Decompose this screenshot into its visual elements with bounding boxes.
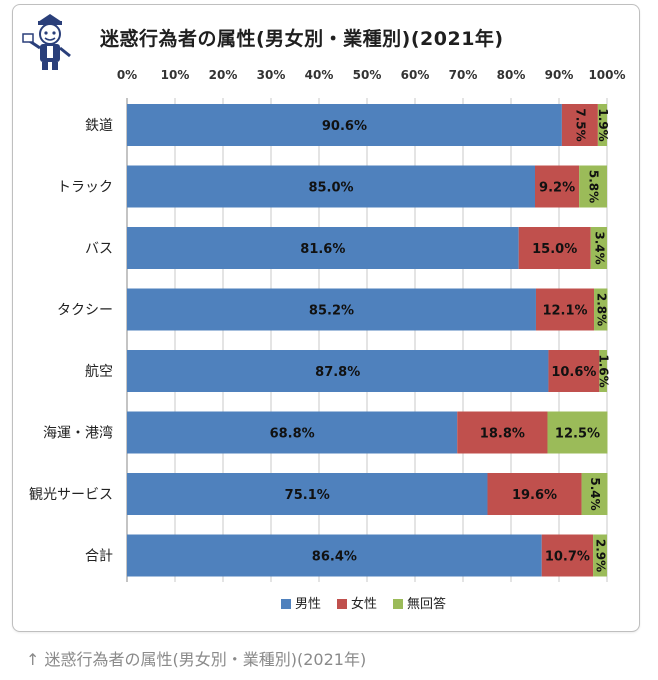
x-tick-label: 90% xyxy=(545,68,574,82)
data-label: 12.1% xyxy=(542,304,587,319)
x-tick-label: 60% xyxy=(401,68,430,82)
data-label: 19.6% xyxy=(512,488,557,503)
bar-segment xyxy=(127,104,562,146)
category-label: 鉄道 xyxy=(85,118,113,134)
category-label: 航空 xyxy=(85,364,113,380)
x-tick-label: 50% xyxy=(353,68,382,82)
mascot-logo xyxy=(22,14,71,70)
bar-segment xyxy=(561,104,598,146)
data-label: 9.2% xyxy=(539,181,575,196)
data-label: 12.5% xyxy=(555,427,600,442)
bar-segment xyxy=(547,411,608,454)
data-label: 87.8% xyxy=(315,365,360,380)
data-label: 75.1% xyxy=(285,488,330,503)
bar-segment xyxy=(541,534,594,577)
legend-swatch xyxy=(393,599,403,609)
data-label: 7.5% xyxy=(573,108,587,141)
bar-segment xyxy=(518,227,591,269)
chart-title: 迷惑行為者の属性(男女別・業種別)(2021年) xyxy=(100,28,504,50)
data-label: 5.4% xyxy=(588,477,602,510)
x-tick-label: 100% xyxy=(588,68,625,82)
x-tick-label: 20% xyxy=(209,68,238,82)
bar-segment xyxy=(127,473,488,515)
bar-segment xyxy=(127,411,458,454)
category-label: 合計 xyxy=(85,549,113,565)
legend-label: 男性 xyxy=(295,597,321,612)
x-tick-label: 40% xyxy=(305,68,334,82)
bar-segment xyxy=(590,227,607,269)
bar-segment xyxy=(127,288,536,331)
data-label: 86.4% xyxy=(312,550,357,565)
bar-segment xyxy=(457,411,548,454)
data-label: 15.0% xyxy=(532,242,577,257)
data-label: 5.8% xyxy=(587,170,601,203)
bar-segment xyxy=(579,165,607,208)
data-label: 1.9% xyxy=(596,108,610,141)
category-label: タクシー xyxy=(57,303,113,319)
bar-segment xyxy=(127,534,542,577)
bar-segment xyxy=(548,350,600,392)
bar-segment xyxy=(581,473,608,515)
figure-caption: ↑ 迷惑行為者の属性(男女別・業種別)(2021年) xyxy=(26,650,367,669)
x-tick-label: 80% xyxy=(497,68,526,82)
x-tick-label: 30% xyxy=(257,68,286,82)
bar-segment xyxy=(594,288,608,331)
category-label: バス xyxy=(85,241,113,257)
bar-segment xyxy=(599,350,607,392)
bar-segment xyxy=(593,534,607,577)
data-label: 10.7% xyxy=(545,550,590,565)
legend-label: 女性 xyxy=(351,596,377,612)
bar-segment xyxy=(535,288,595,331)
data-label: 1.6% xyxy=(597,354,611,387)
data-label: 2.9% xyxy=(594,539,608,572)
x-tick-label: 70% xyxy=(449,68,478,82)
data-label: 2.8% xyxy=(594,293,608,326)
data-label: 81.6% xyxy=(300,242,345,257)
x-tick-label: 10% xyxy=(161,68,190,82)
bar-segment xyxy=(127,350,549,392)
data-label: 68.8% xyxy=(270,427,315,442)
data-label: 85.2% xyxy=(309,304,354,319)
x-tick-label: 0% xyxy=(117,68,137,82)
legend-swatch xyxy=(281,599,291,609)
legend-label: 無回答 xyxy=(407,596,446,612)
bar-segment xyxy=(127,227,519,269)
bar-segment xyxy=(487,473,582,515)
data-label: 90.6% xyxy=(322,119,367,134)
category-label: トラック xyxy=(57,180,113,196)
category-label: 観光サービス xyxy=(29,486,113,503)
bar-segment xyxy=(127,165,535,208)
category-label: 海運・港湾 xyxy=(43,425,113,442)
data-label: 10.6% xyxy=(551,365,596,380)
data-label: 85.0% xyxy=(308,181,353,196)
data-label: 18.8% xyxy=(480,427,525,442)
legend-swatch xyxy=(337,599,347,609)
bar-segment xyxy=(597,104,607,146)
bar-segment xyxy=(535,165,580,208)
stacked-bar-chart: 0% 10% 20% 30% 40% 50% 60% 70% 80% 90% 100% 鉄道 90.6%… xyxy=(29,68,626,612)
data-label: 3.4% xyxy=(592,231,606,264)
